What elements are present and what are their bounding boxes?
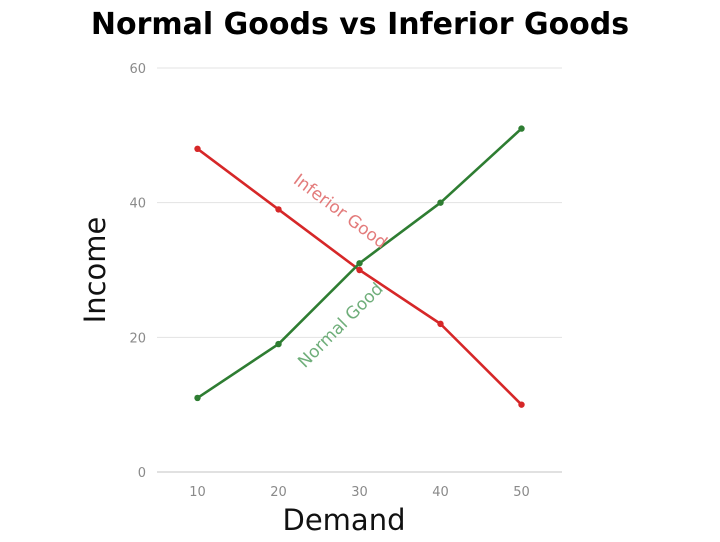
data-point [194,394,201,402]
data-point [437,320,444,328]
series-layer [194,125,525,408]
data-point [275,340,282,348]
data-point [518,401,525,408]
inferior-good-annotation: Inferior Good [289,170,390,253]
y-tick-label: 20 [129,331,146,346]
data-point [437,199,444,206]
data-point [356,266,363,274]
x-tick-label: 20 [270,485,287,500]
x-tick-label: 10 [189,485,206,500]
x-axis-ticks: 10 20 30 40 50 [189,485,530,500]
x-tick-label: 30 [351,485,368,500]
x-axis-label: Demand [283,503,406,537]
y-tick-label: 60 [129,62,146,77]
y-axis-ticks: 0 20 40 60 [129,62,146,481]
series-normal-good [194,125,525,402]
data-point [518,125,525,132]
y-tick-label: 40 [129,197,146,212]
chart-title: Normal Goods vs Inferior Goods [91,7,629,42]
data-point [275,206,282,213]
data-point [356,260,363,267]
data-point [194,145,201,152]
gridlines [157,67,562,473]
y-axis-label: Income [78,217,112,324]
series-inferior-good [194,145,525,408]
normal-good-annotation: Normal Good [294,279,387,372]
x-tick-label: 40 [432,485,449,500]
x-tick-label: 50 [513,485,530,500]
y-tick-label: 0 [138,466,146,481]
